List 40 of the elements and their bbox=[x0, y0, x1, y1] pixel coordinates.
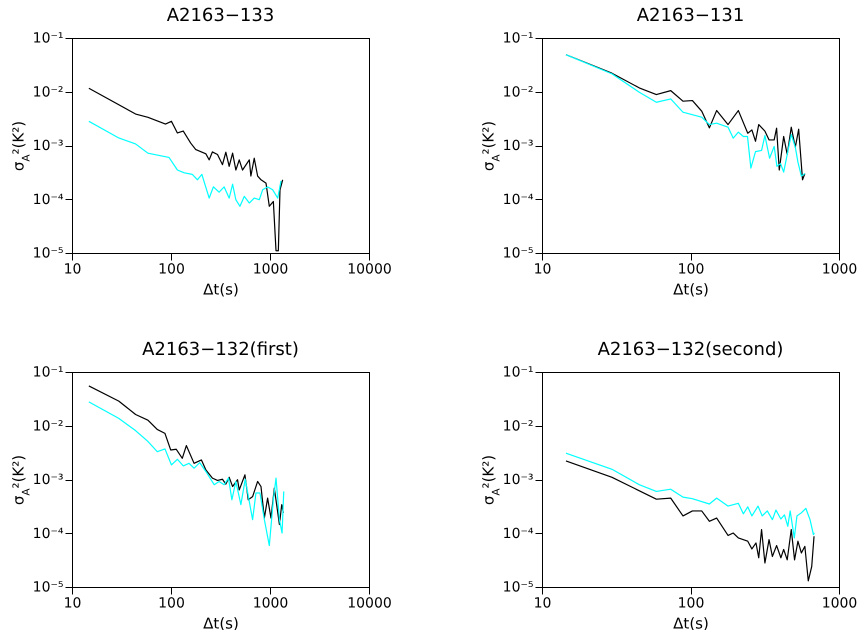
x-tick-label: 1000 bbox=[252, 596, 288, 612]
x-tick-label: 100 bbox=[678, 262, 704, 278]
y-tick-label: 10⁻² bbox=[32, 418, 64, 434]
chart-title: A2163−132(second) bbox=[598, 339, 784, 360]
x-axis-title: Δt(s) bbox=[203, 280, 239, 298]
x-tick-label: 100 bbox=[678, 596, 704, 612]
x-tick-label: 1000 bbox=[822, 262, 858, 278]
y-tick-label: 10⁻⁴ bbox=[502, 192, 534, 208]
y-tick-label: 10⁻² bbox=[502, 418, 534, 434]
y-tick-label: 10⁻¹ bbox=[502, 30, 534, 46]
y-tick-label: 10⁻² bbox=[502, 84, 534, 100]
y-tick-label: 10⁻⁴ bbox=[502, 526, 534, 542]
x-axis-title: Δt(s) bbox=[673, 280, 709, 298]
x-tick-label: 10000 bbox=[347, 596, 392, 612]
y-tick-label: 10⁻⁵ bbox=[502, 246, 534, 262]
y-tick-label: 10⁻⁵ bbox=[32, 246, 64, 262]
y-tick-label: 10⁻¹ bbox=[502, 364, 534, 380]
y-tick-label: 10⁻⁵ bbox=[32, 580, 64, 596]
x-tick-label: 10 bbox=[64, 262, 82, 278]
chart-title: A2163−133 bbox=[166, 5, 274, 26]
x-tick-label: 1000 bbox=[252, 262, 288, 278]
x-tick-label: 10000 bbox=[347, 262, 392, 278]
x-tick-label: 10 bbox=[534, 596, 552, 612]
y-tick-label: 10⁻⁴ bbox=[32, 192, 64, 208]
x-tick-label: 100 bbox=[158, 262, 185, 278]
y-tick-label: 10⁻³ bbox=[502, 472, 534, 488]
y-tick-label: 10⁻⁴ bbox=[32, 526, 64, 542]
chart-title: A2163−131 bbox=[636, 5, 744, 26]
x-tick-label: 100 bbox=[158, 596, 185, 612]
y-tick-label: 10⁻³ bbox=[32, 138, 64, 154]
x-tick-label: 1000 bbox=[822, 596, 858, 612]
y-tick-label: 10⁻⁵ bbox=[502, 580, 534, 596]
y-tick-label: 10⁻¹ bbox=[32, 30, 64, 46]
y-tick-label: 10⁻² bbox=[32, 84, 64, 100]
y-tick-label: 10⁻³ bbox=[502, 138, 534, 154]
x-tick-label: 10 bbox=[534, 262, 552, 278]
y-tick-label: 10⁻³ bbox=[32, 472, 64, 488]
chart-title: A2163−132(first) bbox=[142, 339, 299, 360]
x-tick-label: 10 bbox=[64, 596, 82, 612]
y-tick-label: 10⁻¹ bbox=[32, 364, 64, 380]
